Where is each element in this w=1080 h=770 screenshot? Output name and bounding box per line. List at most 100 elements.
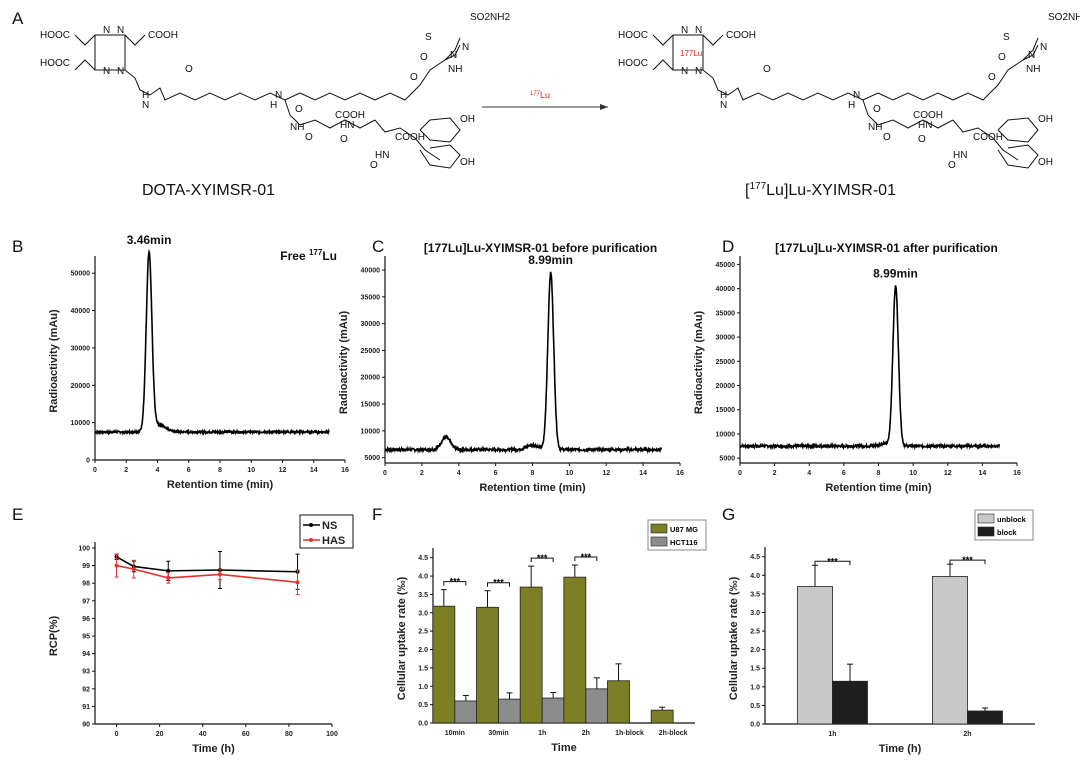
atom-label: O	[988, 72, 996, 83]
x-axis-label: Time (h)	[192, 743, 235, 755]
chromatogram-trace	[94, 248, 330, 437]
atom-label: HN	[953, 150, 967, 161]
x-axis-label: Retention time (min)	[167, 479, 274, 491]
atom-label: COOH	[726, 30, 756, 41]
x-axis-label: Time	[551, 742, 576, 754]
atom-label: N	[1028, 50, 1035, 61]
atom-label: H	[270, 100, 277, 111]
x-tick-label: 6	[842, 470, 846, 477]
y-tick-label: 5000	[364, 455, 380, 462]
y-tick-label: 3.5	[418, 592, 428, 599]
legend-label: block	[997, 528, 1017, 537]
x-tick-label: 2h-block	[659, 730, 688, 737]
bond	[727, 87, 879, 101]
x-tick-label: 6	[494, 470, 498, 477]
bar-u87-mg	[519, 586, 543, 724]
y-tick-label: 2.5	[418, 629, 428, 636]
x-tick-label: 0	[93, 467, 97, 474]
y-tick-label: 0.0	[750, 722, 760, 729]
x-tick-label: 0	[115, 731, 119, 738]
y-tick-label: 92	[82, 686, 90, 693]
bar-hct116	[585, 688, 609, 724]
x-tick-label: 2h	[582, 730, 590, 737]
atom-label: O	[305, 132, 313, 143]
x-tick-label: 12	[944, 470, 952, 477]
bond	[997, 117, 1039, 143]
atom-label: HOOC	[40, 30, 70, 41]
legend-swatch	[650, 536, 668, 547]
atom-label: N	[117, 25, 124, 36]
chart-f: 0.0 0.5 1.0 1.5 2.0 2.5 3.0 3.5 4.0 4.5 Time Cellul…	[396, 519, 707, 754]
peak-label: 8.99min	[528, 253, 573, 267]
y-tick-label: 90	[82, 722, 90, 729]
significance-bracket	[443, 581, 467, 586]
atom-label: N	[1040, 42, 1047, 53]
atom-label: O	[998, 52, 1006, 63]
significance-bracket	[814, 560, 851, 566]
legend-swatch	[650, 523, 668, 534]
y-tick-label: 97	[82, 598, 90, 605]
legend-label: unblock	[997, 515, 1027, 524]
bar-u87-mg	[563, 576, 587, 724]
atom-label: O	[873, 104, 881, 115]
y-axis-label: Cellular uptake rate (‰)	[396, 576, 408, 700]
y-tick-label: 35000	[716, 310, 736, 317]
atom-label: NH	[868, 122, 882, 133]
atom-label: N	[450, 50, 457, 61]
atom-label: O	[883, 132, 891, 143]
bar-u87-mg	[650, 709, 674, 724]
bond	[74, 59, 96, 71]
atom-label: N	[681, 25, 688, 36]
y-tick-label: 5000	[719, 456, 735, 463]
atom-label: OH	[460, 114, 475, 125]
bond	[877, 92, 954, 101]
y-tick-label: 25000	[361, 348, 381, 355]
reactant-name: DOTA-XYIMSR-01	[142, 182, 275, 199]
y-tick-label: 4.0	[418, 574, 428, 581]
bond	[374, 37, 461, 101]
x-axis-label: Time (h)	[879, 743, 922, 755]
legend-marker	[309, 538, 313, 542]
y-tick-label: 40000	[71, 308, 91, 315]
x-tick-label: 16	[676, 470, 684, 477]
title-part: Lu	[322, 249, 337, 263]
reagent-label: 177Lu	[530, 90, 550, 100]
peak-label: 3.46min	[127, 233, 172, 247]
title-part: Free	[280, 249, 309, 263]
bond	[702, 69, 729, 96]
atom-label: N	[720, 100, 727, 111]
atom-label: HN	[375, 150, 389, 161]
data-point	[295, 580, 300, 585]
panel-label-g: G	[722, 505, 735, 524]
bond	[652, 59, 674, 71]
atom-label: O	[370, 160, 378, 171]
bond	[419, 144, 461, 169]
bond	[952, 119, 1019, 161]
atom-label: O	[340, 134, 348, 145]
x-axis-label: Retention time (min)	[479, 482, 586, 494]
y-tick-label: 0.5	[750, 703, 760, 710]
y-tick-label: 2.0	[418, 647, 428, 654]
atom-label: HOOC	[618, 30, 648, 41]
bond	[94, 34, 126, 71]
atom-label: SO2NH2	[1048, 12, 1080, 23]
bond	[374, 119, 441, 161]
y-axis-label: Radioactivity (mAu)	[48, 309, 60, 413]
bar-u87-mg	[432, 605, 456, 724]
y-tick-label: 2.0	[750, 647, 760, 654]
data-point	[131, 567, 136, 572]
bar-u87-mg	[476, 606, 499, 724]
y-tick-label: 1.5	[750, 666, 760, 673]
atom-label: HN	[340, 120, 354, 131]
y-tick-label: 3.5	[750, 591, 760, 598]
y-tick-label: 95	[82, 634, 90, 641]
x-tick-label: 2h	[963, 731, 971, 738]
panel-label-c: C	[372, 237, 384, 256]
x-tick-label: 12	[279, 467, 287, 474]
x-tick-label: 2	[420, 470, 424, 477]
y-tick-label: 15000	[716, 407, 736, 414]
y-tick-label: 30000	[361, 321, 381, 328]
bar-block	[832, 680, 868, 725]
